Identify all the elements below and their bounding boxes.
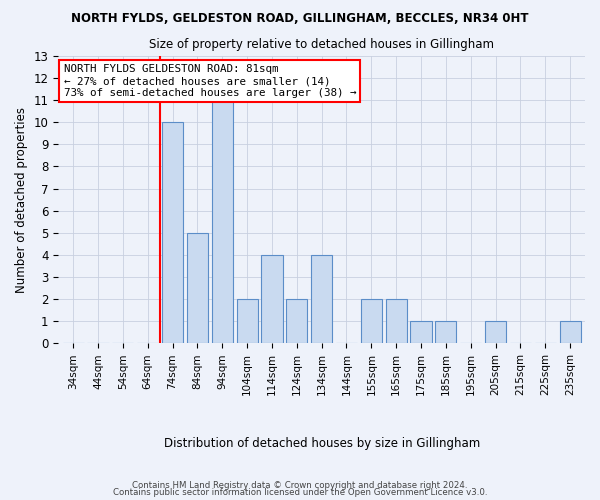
Bar: [212, 100, 233, 344]
Bar: [162, 122, 183, 344]
Bar: [410, 322, 431, 344]
Bar: [286, 299, 307, 344]
Text: NORTH FYLDS, GELDESTON ROAD, GILLINGHAM, BECCLES, NR34 0HT: NORTH FYLDS, GELDESTON ROAD, GILLINGHAM,…: [71, 12, 529, 26]
X-axis label: Distribution of detached houses by size in Gillingham: Distribution of detached houses by size …: [164, 437, 480, 450]
Bar: [262, 255, 283, 344]
Text: Contains public sector information licensed under the Open Government Licence v3: Contains public sector information licen…: [113, 488, 487, 497]
Bar: [361, 299, 382, 344]
Y-axis label: Number of detached properties: Number of detached properties: [15, 106, 28, 292]
Text: NORTH FYLDS GELDESTON ROAD: 81sqm
← 27% of detached houses are smaller (14)
73% : NORTH FYLDS GELDESTON ROAD: 81sqm ← 27% …: [64, 64, 356, 98]
Bar: [187, 233, 208, 344]
Bar: [560, 322, 581, 344]
Bar: [311, 255, 332, 344]
Text: Contains HM Land Registry data © Crown copyright and database right 2024.: Contains HM Land Registry data © Crown c…: [132, 480, 468, 490]
Bar: [236, 299, 257, 344]
Title: Size of property relative to detached houses in Gillingham: Size of property relative to detached ho…: [149, 38, 494, 51]
Bar: [436, 322, 457, 344]
Bar: [485, 322, 506, 344]
Bar: [386, 299, 407, 344]
